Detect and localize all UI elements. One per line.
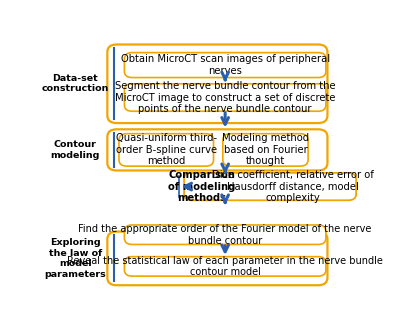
FancyBboxPatch shape [124, 52, 326, 77]
Text: Dice coefficient, relative error of
Hausdorff distance, model
complexity: Dice coefficient, relative error of Haus… [212, 170, 374, 203]
Text: Modeling method
based on Fourier
thought: Modeling method based on Fourier thought [222, 133, 309, 167]
Text: Contour
modeling: Contour modeling [51, 140, 100, 160]
Text: Quasi-uniform third-
order B-spline curve
method: Quasi-uniform third- order B-spline curv… [116, 133, 217, 167]
FancyBboxPatch shape [124, 225, 326, 244]
Text: Find the appropriate order of the Fourier model of the nerve
bundle contour: Find the appropriate order of the Fourie… [78, 224, 372, 246]
Text: Comparison
of modeling
methods: Comparison of modeling methods [168, 170, 236, 203]
FancyBboxPatch shape [107, 44, 328, 123]
FancyBboxPatch shape [223, 134, 308, 166]
FancyBboxPatch shape [124, 257, 326, 276]
Text: Reveal the statistical law of each parameter in the nerve bundle
contour model: Reveal the statistical law of each param… [67, 256, 383, 277]
Text: Data-set
construction: Data-set construction [42, 74, 109, 94]
FancyBboxPatch shape [124, 84, 326, 111]
Text: Obtain MicroCT scan images of peripheral
nerves: Obtain MicroCT scan images of peripheral… [120, 54, 330, 76]
FancyBboxPatch shape [107, 129, 328, 170]
FancyBboxPatch shape [119, 134, 214, 166]
FancyBboxPatch shape [107, 232, 328, 285]
Text: Segment the nerve bundle contour from the
MicroCT image to construct a set of di: Segment the nerve bundle contour from th… [115, 81, 336, 114]
Text: Exploring
the law of
model
parameters: Exploring the law of model parameters [44, 238, 106, 279]
FancyBboxPatch shape [184, 173, 356, 200]
